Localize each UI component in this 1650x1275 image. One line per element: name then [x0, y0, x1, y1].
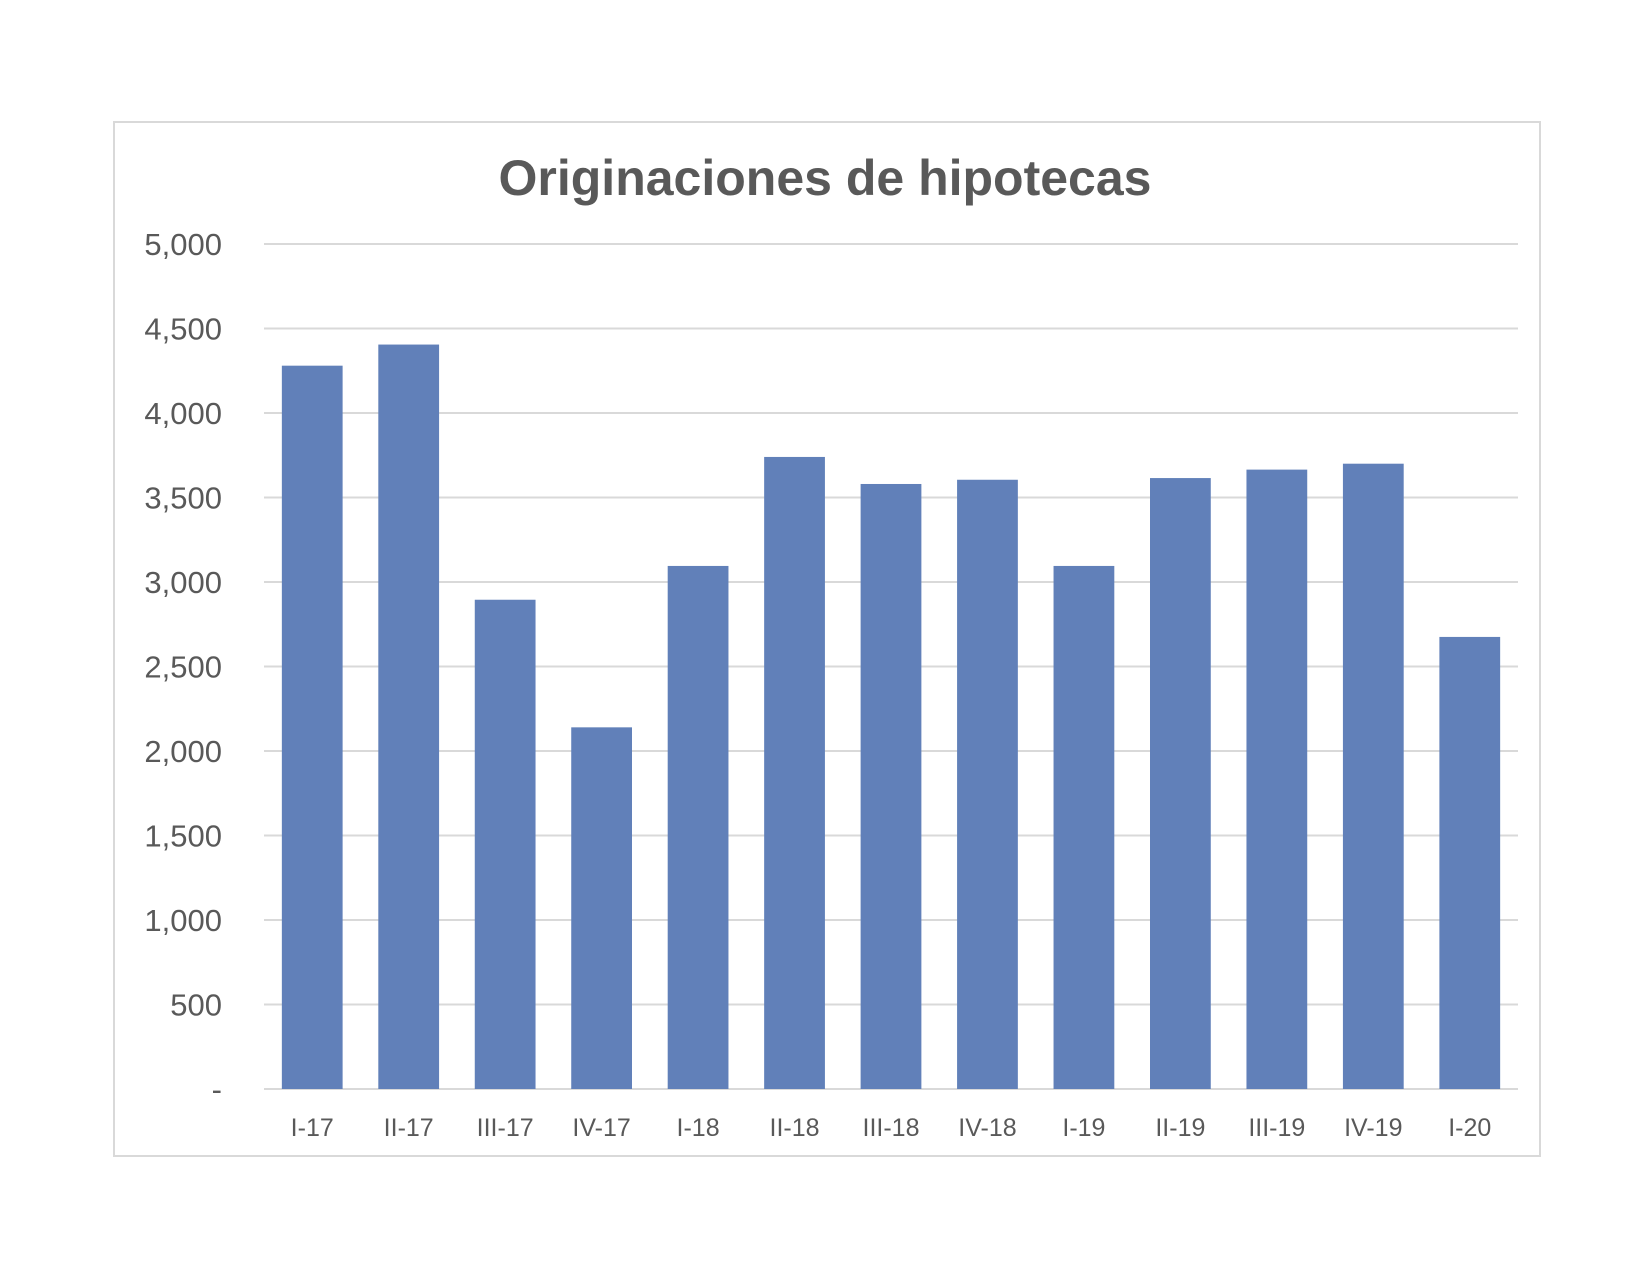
- chart-title: Originaciones de hipotecas: [499, 150, 1152, 206]
- y-tick-label: 4,500: [144, 312, 222, 347]
- bar-I-17: [281, 365, 343, 1089]
- bar-IV-18: [957, 479, 1018, 1089]
- bar-II-18: [764, 456, 825, 1089]
- bar-III-17: [474, 599, 536, 1089]
- bar-II-19: [1149, 478, 1211, 1089]
- bar-I-18: [667, 565, 729, 1089]
- x-tick-label: I-17: [291, 1114, 334, 1142]
- x-tick-label: I-18: [677, 1114, 720, 1142]
- y-tick-label: 3,000: [144, 565, 222, 600]
- bar-I-20: [1439, 636, 1501, 1089]
- y-tick-label: 3,500: [144, 481, 222, 516]
- y-tick-label: 5,000: [144, 227, 222, 262]
- y-tick-label: 4,000: [144, 396, 222, 431]
- x-tick-label: III-18: [863, 1114, 920, 1142]
- x-tick-label: IV-17: [572, 1114, 630, 1142]
- bar-IV-19: [1342, 463, 1404, 1089]
- bar-III-18: [860, 483, 922, 1090]
- x-tick-label: III-19: [1248, 1114, 1305, 1142]
- bar-I-19: [1053, 565, 1115, 1089]
- y-tick-label: 2,500: [144, 650, 222, 685]
- y-axis-ticks: - 500 1,000 1,500 2,000 2,500 3,000 3,500 4,000 4…: [144, 227, 222, 1107]
- x-tick-label: I-19: [1062, 1114, 1105, 1142]
- gridlines: [264, 243, 1518, 1090]
- x-tick-label: II-18: [770, 1114, 820, 1142]
- y-tick-label: 500: [170, 988, 222, 1023]
- x-tick-label: IV-18: [958, 1114, 1016, 1142]
- x-tick-label: IV-19: [1344, 1114, 1402, 1142]
- bars: [281, 344, 1501, 1090]
- x-tick-label: III-17: [477, 1114, 534, 1142]
- bar-III-19: [1246, 469, 1308, 1089]
- x-tick-label: II-19: [1155, 1114, 1205, 1142]
- y-tick-label: -: [212, 1072, 222, 1107]
- y-tick-label: 1,500: [144, 819, 222, 854]
- x-axis-ticks: I-17 II-17 III-17 IV-17 I-18 II-18 III-18 IV-18…: [291, 1114, 1492, 1142]
- y-tick-label: 2,000: [144, 734, 222, 769]
- bar-II-17: [378, 344, 440, 1089]
- x-tick-label: I-20: [1448, 1114, 1491, 1142]
- x-tick-label: II-17: [384, 1114, 434, 1142]
- y-tick-label: 1,000: [144, 903, 222, 938]
- bar-IV-17: [571, 727, 633, 1089]
